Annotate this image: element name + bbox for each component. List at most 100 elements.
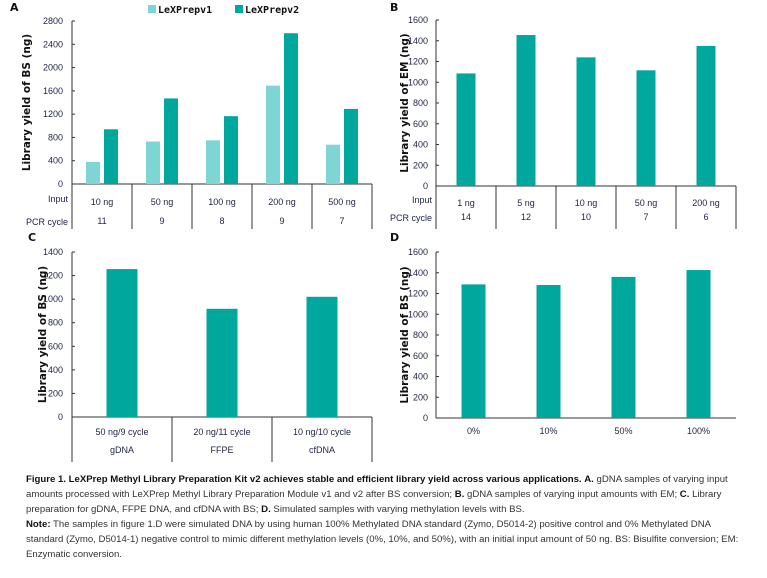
y-tick-label: 600 — [413, 119, 428, 129]
y-tick-label: 200 — [413, 392, 428, 402]
bar-lexprepv2-4 — [284, 33, 298, 184]
panel-letter: A — [10, 1, 19, 14]
caption-c-text: Library preparation for gDNA, FFPE DNA, … — [26, 489, 722, 515]
y-tick-label: 600 — [48, 341, 63, 351]
chart-panel-b: B 0 200 400 600 800 1000 1200 1400 1600 Library yi… — [390, 1, 737, 229]
y-tick-label: 200 — [413, 160, 428, 170]
panel-letter: C — [28, 231, 36, 244]
y-tick-label: 2800 — [43, 16, 63, 26]
y-tick-label: 800 — [48, 132, 63, 142]
bar-lexprepv2-5 — [696, 45, 716, 186]
bar-lexprepv2-1 — [106, 269, 138, 417]
y-tick-label: 0 — [58, 179, 63, 189]
category-label: 10 ng/10 cycle — [293, 427, 351, 437]
caption-c-label: C. — [679, 489, 690, 500]
y-tick-label: 0 — [58, 412, 63, 422]
y-tick-label: 1200 — [43, 271, 63, 281]
category-label: 9 — [279, 216, 284, 226]
y-tick-label: 1600 — [43, 86, 63, 96]
bar-lexprepv2-2 — [536, 284, 561, 418]
bar-lexprepv2-3 — [224, 116, 238, 184]
bar-lexprepv2-2 — [164, 98, 178, 184]
legend-swatch-lexprepv2 — [235, 5, 243, 13]
caption-b-text: gDNA samples of varying input amounts wi… — [467, 489, 678, 500]
y-tick-label: 2400 — [43, 39, 63, 49]
caption-note-label: Note: — [26, 519, 51, 530]
caption-d-text: Simulated samples with varying methylati… — [273, 504, 525, 515]
bar-lexprepv2-4 — [686, 270, 711, 418]
category-label: cfDNA — [309, 445, 335, 455]
category-label: 200 ng — [268, 197, 296, 207]
category-label: 500 ng — [328, 197, 356, 207]
category-label: 100% — [687, 426, 710, 436]
category-label: 10% — [539, 426, 557, 436]
category-label: 50 ng — [151, 197, 174, 207]
legend-label-lexprepv2: LeXPrepv2 — [245, 5, 299, 16]
y-tick-label: 1000 — [43, 294, 63, 304]
bar-lexprepv2-1 — [104, 129, 118, 184]
y-tick-label: 1200 — [408, 289, 428, 299]
caption-a-label: A. — [584, 474, 594, 485]
y-tick-label: 1000 — [408, 309, 428, 319]
y-tick-label: 800 — [413, 330, 428, 340]
category-label: 10 ng — [575, 198, 598, 208]
category-label: 50 ng/9 cycle — [95, 427, 148, 437]
y-axis-title: Library yield of BS (ng) — [399, 266, 411, 403]
category-label: 8 — [219, 216, 224, 226]
bar-lexprepv2-1 — [456, 73, 476, 186]
bar-lexprepv2-2 — [206, 308, 238, 417]
y-tick-label: 1400 — [408, 268, 428, 278]
panel-letter: D — [390, 231, 399, 244]
panel-letter: B — [390, 1, 398, 14]
category-label: 10 ng — [91, 197, 114, 207]
bar-lexprepv2-2 — [516, 35, 536, 187]
category-label: 200 ng — [692, 198, 720, 208]
y-tick-label: 400 — [48, 365, 63, 375]
y-tick-label: 1400 — [408, 36, 428, 46]
table-row-label: PCR cycle — [390, 213, 432, 223]
category-label: 6 — [703, 212, 708, 222]
y-axis-title: Library yield of BS (ng) — [37, 266, 49, 403]
y-axis-title: Library yield of BS (ng) — [21, 34, 33, 171]
y-tick-label: 1600 — [408, 15, 428, 25]
category-label: 0% — [467, 426, 480, 436]
bar-lexprepv2-3 — [576, 57, 596, 186]
chart-panel-c: C 0 200 400 600 800 1000 1200 1400 Library yield … — [28, 231, 373, 462]
y-tick-label: 1600 — [408, 247, 428, 257]
y-tick-label: 1400 — [43, 247, 63, 257]
y-tick-label: 0 — [423, 413, 428, 423]
category-label: 50 ng — [635, 198, 658, 208]
y-tick-label: 0 — [423, 181, 428, 191]
category-label: gDNA — [110, 445, 134, 455]
y-tick-label: 400 — [413, 140, 428, 150]
chart-panel-d: D 0 200 400 600 800 1000 1200 1400 1600 Library yi… — [390, 231, 736, 436]
category-label: 1 ng — [457, 198, 475, 208]
table-row-label: Input — [412, 195, 433, 205]
table-row-label: Input — [48, 194, 69, 204]
bar-lexprepv1-3 — [206, 140, 220, 184]
category-label: 14 — [461, 212, 471, 222]
y-tick-label: 200 — [48, 388, 63, 398]
chart-panel-a: A 0 400 800 1200 1600 2000 2400 2800 Library yiel… — [10, 1, 373, 229]
bar-lexprepv2-5 — [344, 108, 358, 184]
caption-b-label: B. — [454, 489, 465, 500]
category-label: FFPE — [210, 445, 233, 455]
y-tick-label: 1200 — [408, 57, 428, 67]
category-label: 10 — [581, 212, 591, 222]
category-label: 7 — [339, 216, 344, 226]
y-tick-label: 400 — [48, 156, 63, 166]
y-tick-label: 1000 — [408, 77, 428, 87]
legend-label-lexprepv1: LeXPrepv1 — [158, 5, 212, 16]
bar-lexprepv2-3 — [306, 296, 338, 417]
y-tick-label: 800 — [48, 318, 63, 328]
category-label: 12 — [521, 212, 531, 222]
caption-note-text: The samples in figure 1.D were simulated… — [26, 519, 739, 560]
caption-title: LeXPrep Methyl Library Preparation Kit v… — [68, 474, 582, 485]
bar-lexprepv1-5 — [326, 144, 340, 184]
bar-lexprepv1-1 — [86, 161, 100, 184]
category-label: 9 — [159, 216, 164, 226]
y-tick-label: 600 — [413, 351, 428, 361]
bar-lexprepv2-3 — [611, 276, 636, 418]
bar-lexprepv2-4 — [636, 70, 656, 186]
